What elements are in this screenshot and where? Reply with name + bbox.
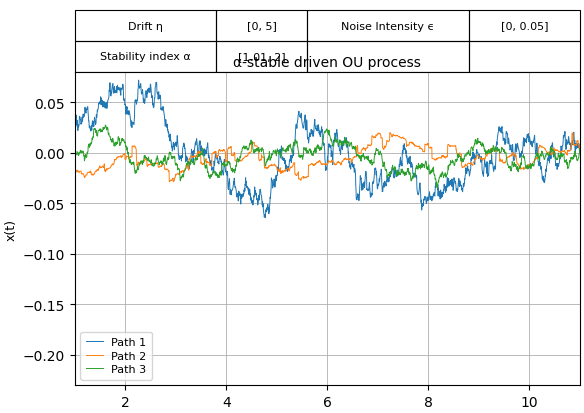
- Y-axis label: x(t): x(t): [4, 218, 17, 240]
- Path 1: [71, 121, 78, 126]
- Path 2: [562, 151, 569, 156]
- Path 1: [576, 147, 583, 152]
- Bar: [75, 11, 216, 42]
- Path 3: [102, 123, 109, 128]
- Title: α-stable driven OU process: α-stable driven OU process: [234, 56, 421, 70]
- Text: [0, 0.05]: [0, 0.05]: [500, 21, 548, 31]
- Line: Path 2: Path 2: [75, 133, 580, 182]
- Path 2: [576, 144, 583, 149]
- Path 1: [470, 153, 477, 158]
- Bar: [216, 11, 307, 42]
- Bar: [75, 42, 216, 73]
- Path 1: [562, 143, 569, 148]
- Bar: [307, 42, 469, 73]
- Bar: [307, 11, 469, 42]
- Path 1: [135, 78, 142, 83]
- Text: Drift η: Drift η: [128, 21, 163, 31]
- Path 2: [562, 151, 569, 156]
- Bar: [469, 42, 580, 73]
- Path 2: [166, 180, 173, 185]
- Path 3: [576, 147, 583, 152]
- Path 2: [317, 161, 324, 166]
- Path 3: [433, 186, 440, 191]
- Path 1: [317, 131, 324, 136]
- Text: [1.01, 2]: [1.01, 2]: [238, 52, 286, 62]
- Path 3: [562, 159, 569, 164]
- Text: Noise Intensity ϵ: Noise Intensity ϵ: [341, 21, 434, 31]
- Path 1: [262, 216, 269, 221]
- Line: Path 3: Path 3: [75, 126, 580, 188]
- Path 3: [71, 151, 78, 156]
- Bar: [469, 11, 580, 42]
- Path 3: [97, 130, 104, 135]
- Path 3: [317, 145, 324, 150]
- Path 2: [304, 175, 311, 180]
- Path 2: [470, 163, 477, 168]
- Path 1: [562, 144, 569, 149]
- Legend: Path 1, Path 2, Path 3: Path 1, Path 2, Path 3: [81, 332, 152, 380]
- Text: [0, 5]: [0, 5]: [246, 21, 277, 31]
- Path 3: [470, 149, 477, 154]
- Path 1: [97, 95, 104, 100]
- Bar: [216, 42, 307, 73]
- Path 1: [304, 136, 311, 141]
- Text: Stability index α: Stability index α: [100, 52, 191, 62]
- Path 2: [71, 171, 78, 176]
- Path 2: [97, 166, 104, 171]
- Line: Path 1: Path 1: [75, 81, 580, 218]
- Path 2: [387, 131, 394, 136]
- Path 3: [562, 160, 569, 165]
- Path 3: [304, 149, 311, 154]
